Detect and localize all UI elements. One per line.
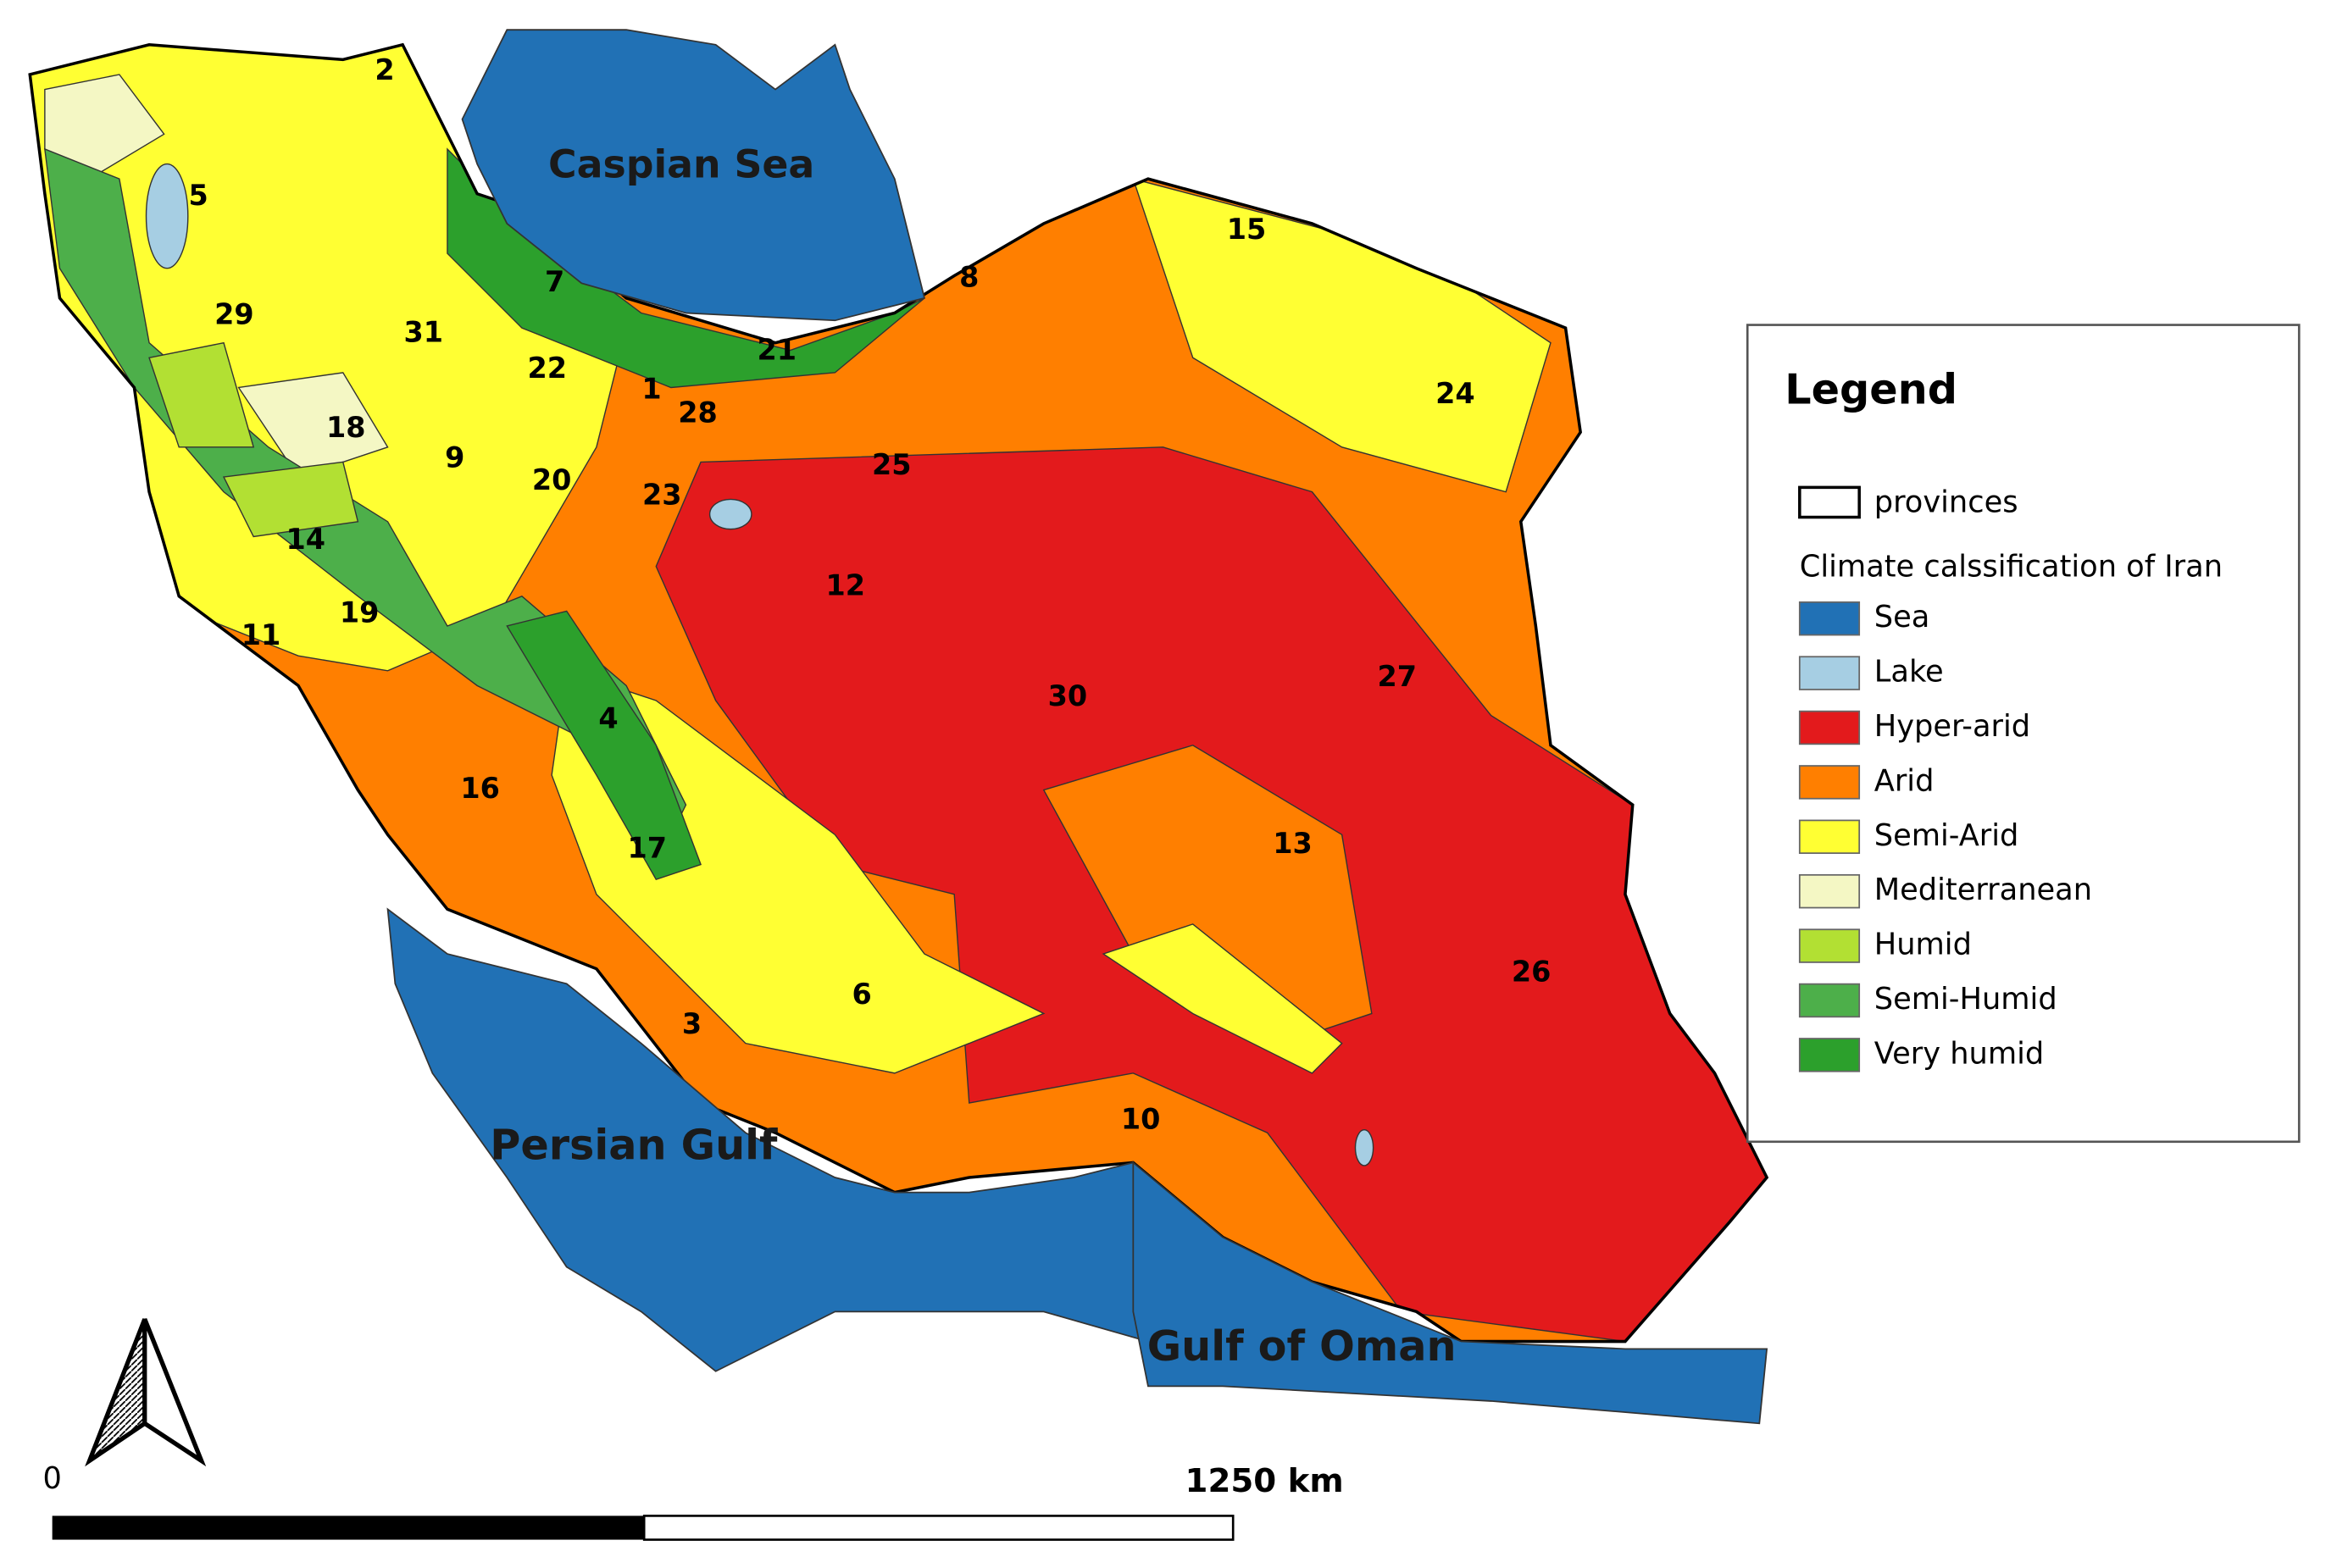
north-arrow	[85, 1318, 207, 1467]
scale-label: 0	[42, 1461, 61, 1496]
climate-zone	[506, 610, 702, 880]
arrow-half	[85, 1318, 147, 1467]
sea-label: Gulf of Oman	[1147, 1321, 1457, 1371]
province-labels: 2529317221892012823218152425141911123027…	[188, 53, 1551, 1136]
lake	[145, 163, 189, 269]
lake	[1354, 1129, 1374, 1166]
legend-swatch	[1798, 710, 1861, 745]
legend-swatch	[1798, 928, 1861, 963]
legend-swatch	[1798, 601, 1861, 636]
scale-bar: 0 1250 km	[42, 1461, 1344, 1541]
scale-segment	[52, 1515, 645, 1540]
climate-zone	[148, 341, 255, 448]
province-label: 25	[872, 448, 912, 481]
legend-swatch	[1798, 1038, 1861, 1072]
legend-swatch	[1798, 983, 1861, 1018]
legend-label: Humid	[1874, 928, 1972, 962]
legend-label: Lake	[1874, 655, 1944, 690]
sea-label: Caspian Sea	[548, 142, 814, 187]
seas: Caspian Sea Persian Gulf Gulf of Oman	[386, 29, 1768, 1425]
province-label: 18	[326, 411, 366, 444]
province-label: 30	[1048, 679, 1088, 712]
climate-zone	[44, 74, 165, 180]
province-label: 9	[445, 440, 464, 474]
province-label: 31	[404, 316, 444, 349]
province-label: 23	[642, 478, 682, 511]
province-label: 14	[286, 523, 326, 556]
province-label: 27	[1377, 660, 1417, 693]
legend-label: provinces	[1874, 485, 2018, 520]
province-label: 12	[825, 569, 865, 602]
legend-title: Legend	[1785, 364, 1957, 413]
legend-swatch	[1798, 765, 1861, 800]
sea-label: Persian Gulf	[490, 1120, 778, 1169]
legend-swatch	[1798, 656, 1861, 690]
legend-swatch	[1798, 485, 1861, 519]
province-label: 28	[678, 396, 718, 429]
sea	[461, 29, 926, 322]
province-label: 8	[959, 261, 979, 294]
province-label: 7	[545, 265, 564, 298]
arrow-half	[142, 1318, 207, 1467]
scale-segment	[642, 1515, 1235, 1541]
province-label: 17	[627, 831, 667, 864]
province-label: 24	[1435, 377, 1475, 410]
province-label: 2	[375, 53, 394, 86]
province-label: 11	[241, 618, 281, 651]
climate-zone	[222, 461, 359, 538]
climate-zone	[551, 669, 1046, 1074]
province-label: 6	[852, 978, 871, 1011]
legend-label: Sea	[1874, 600, 1930, 634]
scale-label: 1250 km	[1185, 1462, 1344, 1500]
province-label: 13	[1273, 827, 1313, 860]
province-label: 4	[598, 701, 618, 734]
legend-swatch	[1798, 819, 1861, 855]
legend-subtitle: Climate calssification of Iran	[1800, 549, 2223, 584]
climate-zone	[1102, 923, 1343, 1074]
lake	[708, 498, 752, 530]
province-label: 1	[641, 372, 661, 405]
province-label: 15	[1227, 213, 1267, 246]
legend: Legend provinces Climate calssification …	[1746, 324, 2301, 1144]
legend-swatch	[1798, 873, 1861, 909]
province-label: 20	[532, 463, 572, 496]
province-label: 5	[188, 179, 208, 212]
sea	[1132, 1161, 1768, 1425]
legend-label: Arid	[1874, 763, 1935, 798]
province-label: 10	[1121, 1103, 1161, 1136]
province-label: 19	[340, 596, 380, 629]
climate-zone	[237, 372, 389, 478]
province-label: 26	[1512, 955, 1552, 988]
province-label: 16	[460, 772, 500, 805]
province-label: 29	[214, 298, 254, 331]
legend-label: Semi-Arid	[1874, 818, 2019, 853]
legend-label: Mediterranean	[1874, 873, 2092, 907]
province-label: 3	[682, 1007, 702, 1040]
province-label: 22	[528, 352, 568, 385]
legend-label: Hyper-arid	[1874, 709, 2030, 744]
legend-label: Very humid	[1874, 1036, 2044, 1071]
province-label: 21	[758, 334, 797, 367]
legend-label: Semi-Humid	[1874, 982, 2057, 1017]
